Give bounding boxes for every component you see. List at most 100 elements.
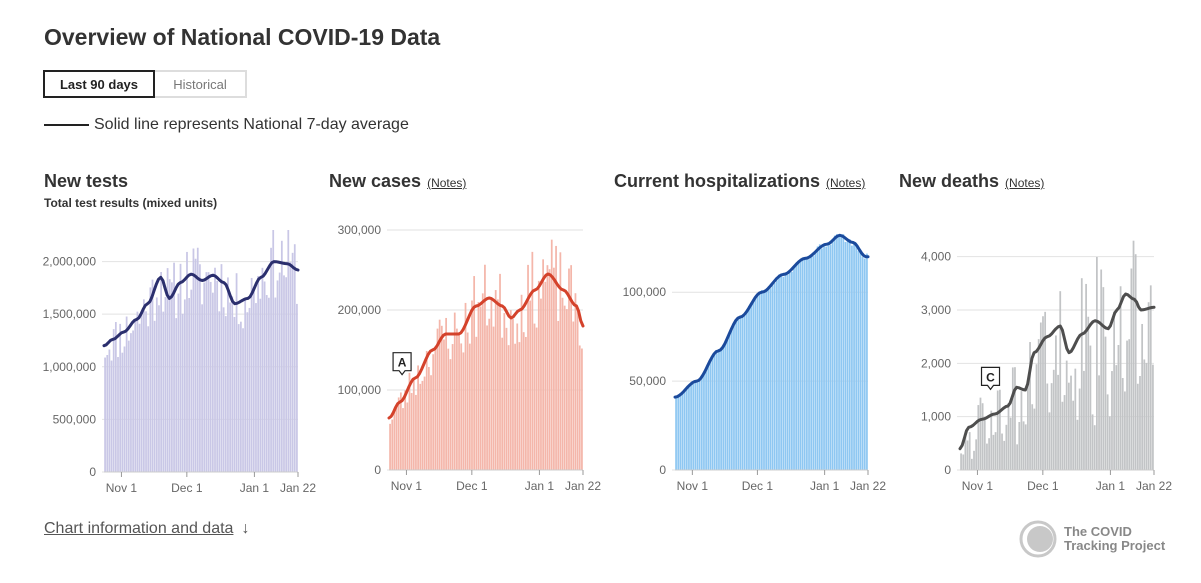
data-bar (866, 253, 868, 470)
chart-info-link-text[interactable]: Chart information and data (44, 520, 234, 537)
data-bar (471, 300, 473, 470)
data-bar (155, 297, 158, 472)
data-bar (1067, 382, 1070, 470)
data-bar (108, 349, 111, 472)
data-bar (1083, 370, 1085, 470)
data-bar (1055, 335, 1057, 470)
data-bar (1100, 269, 1103, 470)
data-bar (827, 243, 830, 470)
data-bar (760, 290, 763, 470)
data-bar (1063, 395, 1066, 470)
data-bar (696, 382, 699, 470)
average-line-legend: Solid line represents National 7-day ave… (44, 116, 409, 134)
data-bar (257, 275, 259, 472)
covid-tracking-project-logo[interactable]: The COVID Tracking Project (1018, 519, 1165, 559)
x-tick-label: Dec 1 (742, 479, 774, 493)
data-bar (449, 359, 452, 470)
data-bar (419, 383, 422, 470)
data-bar (190, 289, 193, 472)
data-bar (1149, 285, 1152, 470)
data-bar (803, 259, 806, 470)
data-bar (145, 311, 147, 472)
data-bar (119, 323, 122, 472)
x-tick-label: Jan 22 (850, 479, 886, 493)
data-bar (769, 288, 772, 470)
data-bar (134, 319, 137, 472)
data-bar (529, 300, 532, 470)
notes-link-deaths[interactable]: (Notes) (1005, 176, 1045, 190)
data-bar (784, 274, 787, 470)
data-bar (1117, 345, 1120, 470)
notes-link-cases[interactable]: (Notes) (427, 176, 467, 190)
data-bar (462, 352, 465, 470)
data-bar (756, 294, 759, 470)
data-bar (677, 396, 680, 470)
data-bar (522, 332, 525, 470)
data-bar (1106, 394, 1109, 470)
data-bar (1132, 240, 1135, 470)
data-bar (434, 349, 437, 470)
data-bar (846, 239, 849, 470)
data-bar (406, 402, 409, 470)
data-bar (799, 259, 802, 470)
data-bar (244, 297, 247, 472)
data-bar (395, 407, 398, 470)
data-bar (443, 339, 445, 470)
data-bar (726, 338, 729, 470)
data-bar (451, 344, 454, 470)
data-bar (739, 318, 742, 470)
data-bar (565, 309, 568, 470)
data-bar (808, 259, 810, 470)
tab-historical[interactable]: Historical (155, 70, 247, 98)
data-bar (181, 313, 184, 472)
data-bar (570, 265, 573, 470)
data-bar (859, 249, 862, 470)
data-bar (203, 282, 206, 472)
data-bar (408, 372, 411, 470)
y-tick-label: 2,000 (921, 356, 951, 370)
notes-link-hospitalizations[interactable]: (Notes) (826, 176, 866, 190)
data-bar (1005, 424, 1008, 470)
data-bar (242, 328, 244, 472)
data-bar (473, 276, 476, 470)
data-bar (268, 297, 270, 472)
data-bar (501, 337, 504, 470)
data-bar (962, 454, 965, 470)
data-bar (1080, 278, 1083, 470)
average-line (102, 260, 300, 348)
x-tick-label: Jan 22 (1136, 479, 1172, 493)
chart-info-link[interactable]: Chart information and data ↓ (44, 520, 249, 538)
data-bar (692, 383, 695, 470)
data-bar (240, 321, 242, 472)
data-bar (270, 247, 272, 472)
y-tick-label: 1,500,000 (43, 307, 97, 321)
data-bar (975, 439, 978, 470)
data-bar (149, 287, 152, 472)
data-bar (436, 328, 439, 470)
data-bar (252, 287, 255, 472)
tab-last-90-days[interactable]: Last 90 days (43, 70, 155, 98)
legend-text: Solid line represents National 7-day ave… (94, 116, 409, 133)
data-bar (711, 357, 714, 470)
data-bar (825, 246, 828, 470)
data-bar (389, 423, 391, 470)
annotation-label: C (986, 370, 995, 384)
data-bar (224, 316, 227, 472)
data-bar (183, 299, 186, 472)
y-tick-label: 100,000 (623, 285, 667, 299)
data-bar (688, 386, 690, 470)
data-bar (1037, 339, 1040, 470)
data-bar (707, 364, 710, 470)
data-bar (130, 333, 132, 472)
data-bar (177, 293, 180, 472)
data-bar (853, 243, 855, 470)
data-bar (758, 293, 761, 470)
data-bar (981, 403, 984, 470)
data-bar (173, 262, 175, 472)
data-bar (780, 276, 783, 470)
data-bar (821, 248, 823, 470)
y-tick-label: 0 (944, 463, 951, 477)
data-bar (844, 241, 847, 470)
x-tick-label: Dec 1 (171, 481, 203, 495)
